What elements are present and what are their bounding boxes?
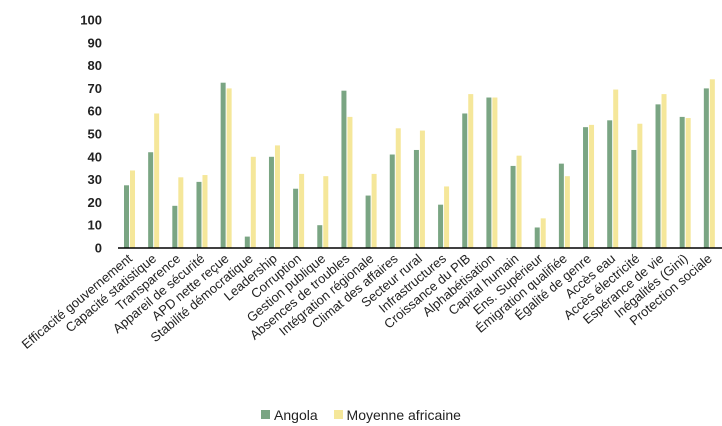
bar-moyenne-africaine <box>419 130 425 248</box>
bar-angola <box>462 113 468 248</box>
bar-angola <box>365 195 371 248</box>
bar-moyenne-africaine <box>589 124 595 248</box>
bar-angola <box>268 156 274 248</box>
bar-angola <box>148 152 154 248</box>
legend-item-angola: Angola <box>261 407 318 423</box>
y-tick-label: 0 <box>95 241 102 256</box>
bar-moyenne-africaine <box>564 176 570 248</box>
legend-swatch-angola <box>261 410 271 419</box>
legend-label-moyenne-africaine: Moyenne africaine <box>346 406 461 423</box>
bars <box>124 79 715 249</box>
bar-moyenne-africaine <box>250 156 256 248</box>
bar-angola <box>703 88 709 249</box>
y-tick-label: 50 <box>88 127 102 142</box>
bar-moyenne-africaine <box>444 186 450 248</box>
bar-moyenne-africaine <box>709 79 715 248</box>
bar-angola <box>438 204 444 248</box>
bar-angola <box>607 120 613 248</box>
bar-moyenne-africaine <box>613 89 619 248</box>
bar-moyenne-africaine <box>685 118 691 248</box>
bar-moyenne-africaine <box>661 94 667 248</box>
bar-moyenne-africaine <box>492 97 498 249</box>
bar-angola <box>244 236 250 248</box>
y-tick-label: 10 <box>88 218 102 233</box>
bar-moyenne-africaine <box>130 170 135 248</box>
y-axis-ticks: 0 10 20 30 40 50 60 70 80 90 100 <box>80 13 102 256</box>
bar-moyenne-africaine <box>371 173 377 248</box>
y-tick-label: 100 <box>80 13 102 28</box>
bar-angola <box>631 149 637 248</box>
y-tick-label: 80 <box>88 58 102 73</box>
y-tick-label: 20 <box>88 195 102 210</box>
bar-moyenne-africaine <box>516 155 522 248</box>
bar-moyenne-africaine <box>637 123 643 248</box>
legend-item-moyenne-africaine: Moyenne africaine <box>333 406 461 423</box>
y-tick-label: 40 <box>88 149 102 164</box>
bar-moyenne-africaine <box>154 113 160 248</box>
bar-angola <box>534 227 540 248</box>
y-tick-label: 70 <box>88 81 102 96</box>
bar-angola <box>583 127 589 248</box>
bar-moyenne-africaine <box>299 173 305 248</box>
bar-angola <box>510 165 516 248</box>
bar-moyenne-africaine <box>347 116 353 249</box>
bar-angola <box>196 181 202 248</box>
bar-moyenne-africaine <box>226 88 232 249</box>
bar-moyenne-africaine <box>395 128 401 248</box>
bar-angola <box>486 97 492 249</box>
y-tick-label: 90 <box>88 35 102 50</box>
bar-moyenne-africaine <box>178 177 184 248</box>
bar-angola <box>124 185 129 248</box>
bar-angola <box>389 154 395 248</box>
bar-moyenne-africaine <box>323 176 329 248</box>
y-tick-label: 60 <box>88 104 102 119</box>
bar-angola <box>317 225 323 248</box>
bar-angola <box>220 82 226 248</box>
bar-angola <box>558 163 564 248</box>
bar-angola <box>341 90 347 249</box>
bar-angola <box>413 149 419 248</box>
bar-angola <box>293 188 299 248</box>
bar-moyenne-africaine <box>540 218 546 248</box>
bar-moyenne-africaine <box>202 175 208 248</box>
bar-moyenne-africaine <box>274 145 280 248</box>
bar-angola <box>679 116 685 249</box>
legend-swatch-moyenne-africaine <box>333 410 343 419</box>
bar-angola <box>172 205 178 248</box>
legend-label-angola: Angola <box>274 406 318 423</box>
bar-moyenne-africaine <box>468 94 474 248</box>
legend: Angola Moyenne africaine <box>0 406 722 423</box>
bar-angola <box>655 104 661 248</box>
y-tick-label: 30 <box>88 172 102 187</box>
